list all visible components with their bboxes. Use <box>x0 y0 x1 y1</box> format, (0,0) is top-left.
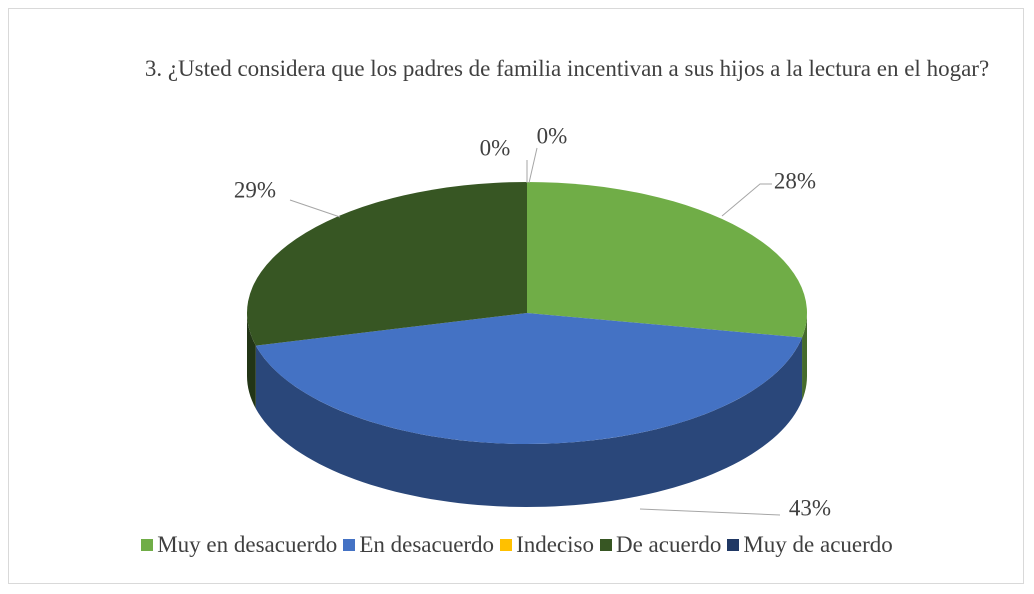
legend-item: De acuerdo <box>599 532 722 558</box>
legend-swatch <box>141 539 154 551</box>
data-label: 0% <box>480 135 511 160</box>
legend-item: Muy en desacuerdo <box>141 532 337 558</box>
legend-swatch <box>343 539 356 551</box>
pie-sides <box>247 313 807 507</box>
data-label: 43% <box>789 495 831 520</box>
legend-label: Indeciso <box>516 532 594 557</box>
leader-line <box>639 508 781 516</box>
legend-label: Muy en desacuerdo <box>157 532 338 557</box>
legend-swatch <box>500 539 513 551</box>
legend-item: Indeciso <box>500 532 594 558</box>
legend-item: Muy de acuerdo <box>727 532 893 558</box>
leader-line <box>528 147 538 184</box>
pie-slice <box>527 182 807 338</box>
legend-swatch <box>727 539 740 551</box>
pie-side <box>255 337 803 507</box>
legend-label: Muy de acuerdo <box>743 532 893 557</box>
legend: Muy en desacuerdo En desacuerdo Indeciso De… <box>0 532 1034 558</box>
legend-label: De acuerdo <box>615 532 722 557</box>
legend-label: En desacuerdo <box>359 532 495 557</box>
chart-frame <box>8 8 1024 584</box>
legend-item: En desacuerdo <box>343 532 494 558</box>
pie-side <box>802 313 807 401</box>
chart-title: 3. ¿Usted considera que los padres de fa… <box>144 56 990 81</box>
pie-tops <box>247 182 807 444</box>
data-label: 29% <box>234 177 276 202</box>
pie-slice <box>255 313 803 444</box>
pie-side <box>247 313 256 409</box>
pie-slice <box>247 182 528 346</box>
legend-swatch <box>599 539 612 551</box>
leader-line <box>289 199 341 218</box>
data-label: 0% <box>537 123 568 148</box>
data-label: 28% <box>774 168 816 193</box>
leader-line <box>721 183 772 217</box>
